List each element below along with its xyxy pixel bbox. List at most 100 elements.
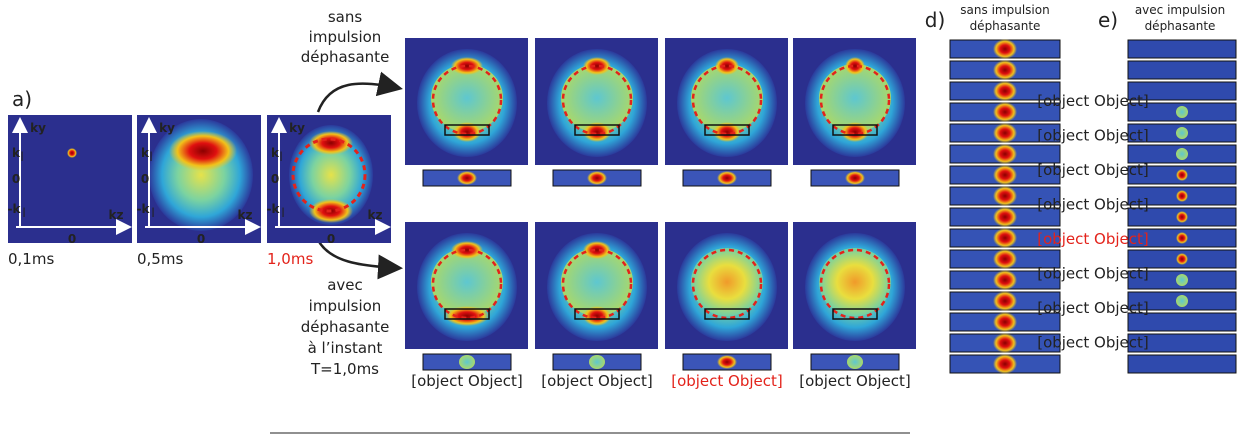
peak (453, 122, 481, 142)
tick-label: 0 (327, 232, 335, 246)
column-header: avec impulsion (1135, 3, 1225, 17)
strip-peak (1176, 106, 1188, 118)
time-label: [object Object] (1037, 161, 1149, 179)
time-label: [object Object] (1037, 92, 1149, 110)
dashed-circle (291, 137, 367, 213)
selection-box (704, 308, 750, 320)
strip (1127, 354, 1237, 374)
peak (309, 131, 353, 155)
tick-label: l (22, 206, 25, 220)
tick-label: -k (267, 202, 281, 216)
tick-label: l (281, 206, 284, 220)
tick-label: 0 (68, 232, 76, 246)
time-label: [object Object] (671, 372, 783, 390)
dashed-circle (561, 248, 633, 320)
tick-label: l (149, 150, 152, 164)
time-label: [object Object] (541, 372, 653, 390)
panel-label: e) (1098, 8, 1118, 32)
peak (451, 241, 483, 259)
time-label: [object Object] (1037, 230, 1149, 248)
peak (713, 122, 741, 142)
tick-label: l (279, 150, 282, 164)
strip-peak (589, 355, 605, 369)
peak (583, 122, 611, 142)
panel-label: d) (925, 8, 946, 32)
peak (169, 131, 237, 171)
strip-peak (993, 333, 1017, 353)
dashed-circle (819, 64, 891, 136)
strip-peak (993, 291, 1017, 311)
time-label: [object Object] (1037, 127, 1149, 145)
selection-box (574, 308, 620, 320)
tick-label: 0 (271, 172, 279, 186)
panel-label: a) (12, 87, 32, 111)
strip-peak (993, 102, 1017, 122)
strip-peak (1176, 190, 1188, 202)
core (561, 64, 633, 132)
strip-peak (993, 249, 1017, 269)
column-header: déphasante (1145, 19, 1216, 33)
strip-peak (1176, 211, 1188, 223)
axis-label: ky (289, 121, 305, 135)
tick-label: k (12, 146, 21, 160)
tick-label: l (151, 206, 154, 220)
selection-box (832, 308, 878, 320)
axis-label: kz (238, 208, 253, 222)
tick-label: -k (137, 202, 151, 216)
peak (845, 57, 865, 75)
core (431, 64, 503, 132)
peak (445, 306, 489, 326)
annotation: à l’instant (308, 339, 383, 357)
core (691, 64, 763, 132)
annotation: impulsion (309, 297, 382, 315)
strip-peak (1176, 253, 1188, 265)
tick-label: l (20, 150, 23, 164)
time-label: [object Object] (1037, 334, 1149, 352)
core (431, 248, 503, 316)
strip-peak (993, 354, 1017, 374)
peak (583, 57, 611, 75)
annotation: sans (328, 8, 363, 26)
strip (1127, 39, 1237, 59)
axis-label: ky (159, 121, 175, 135)
strip-peak (1176, 148, 1188, 160)
strip-peak (993, 81, 1017, 101)
strip (1127, 333, 1237, 353)
peak (715, 57, 739, 75)
strip-peak (993, 207, 1017, 227)
annotation: impulsion (309, 28, 382, 46)
time-label: 0,5ms (137, 250, 183, 268)
core (691, 248, 763, 316)
selection-box (444, 124, 490, 136)
annotation: T=1,0ms (310, 360, 379, 378)
time-label: [object Object] (799, 372, 911, 390)
selection-box (704, 124, 750, 136)
strip-peak (993, 144, 1017, 164)
image-frame (8, 115, 132, 243)
dashed-circle (431, 64, 503, 136)
strip-peak (1176, 232, 1188, 244)
annotation: avec (327, 276, 363, 294)
strip-peak (993, 123, 1017, 143)
time-label: [object Object] (1037, 299, 1149, 317)
strip-peak (847, 355, 863, 369)
core (819, 64, 891, 132)
tick-label: k (141, 146, 150, 160)
annotation: déphasante (301, 318, 390, 336)
core (819, 248, 891, 316)
strip-peak (1176, 274, 1188, 286)
strip-peak (845, 171, 865, 185)
column-header: déphasante (970, 19, 1041, 33)
strip-peak (993, 270, 1017, 290)
axis-label: ky (30, 121, 46, 135)
time-label: [object Object] (411, 372, 523, 390)
strip-peak (1176, 169, 1188, 181)
time-label: [object Object] (1037, 265, 1149, 283)
tick-label: k (271, 146, 280, 160)
peak (451, 57, 483, 75)
strip-peak (993, 165, 1017, 185)
time-label: [object Object] (1037, 196, 1149, 214)
strip-peak (1176, 127, 1188, 139)
selection-box (444, 308, 490, 320)
